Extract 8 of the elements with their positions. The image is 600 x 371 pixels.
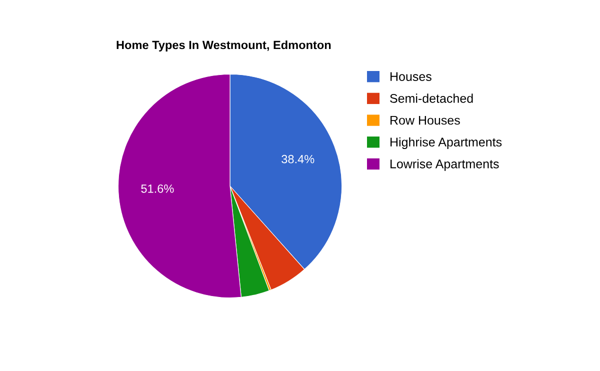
chart-title: Home Types In Westmount, Edmonton (116, 40, 331, 52)
legend-label: Semi-detached (390, 94, 473, 103)
legend-label: Lowrise Apartments (390, 159, 499, 171)
legend-label: Houses (390, 72, 432, 81)
data-label: 51.6% (141, 184, 174, 193)
legend-label: Row Houses (390, 116, 460, 125)
data-label: 38.4% (282, 154, 314, 164)
legend-label: Highrise Apartments (390, 137, 502, 149)
